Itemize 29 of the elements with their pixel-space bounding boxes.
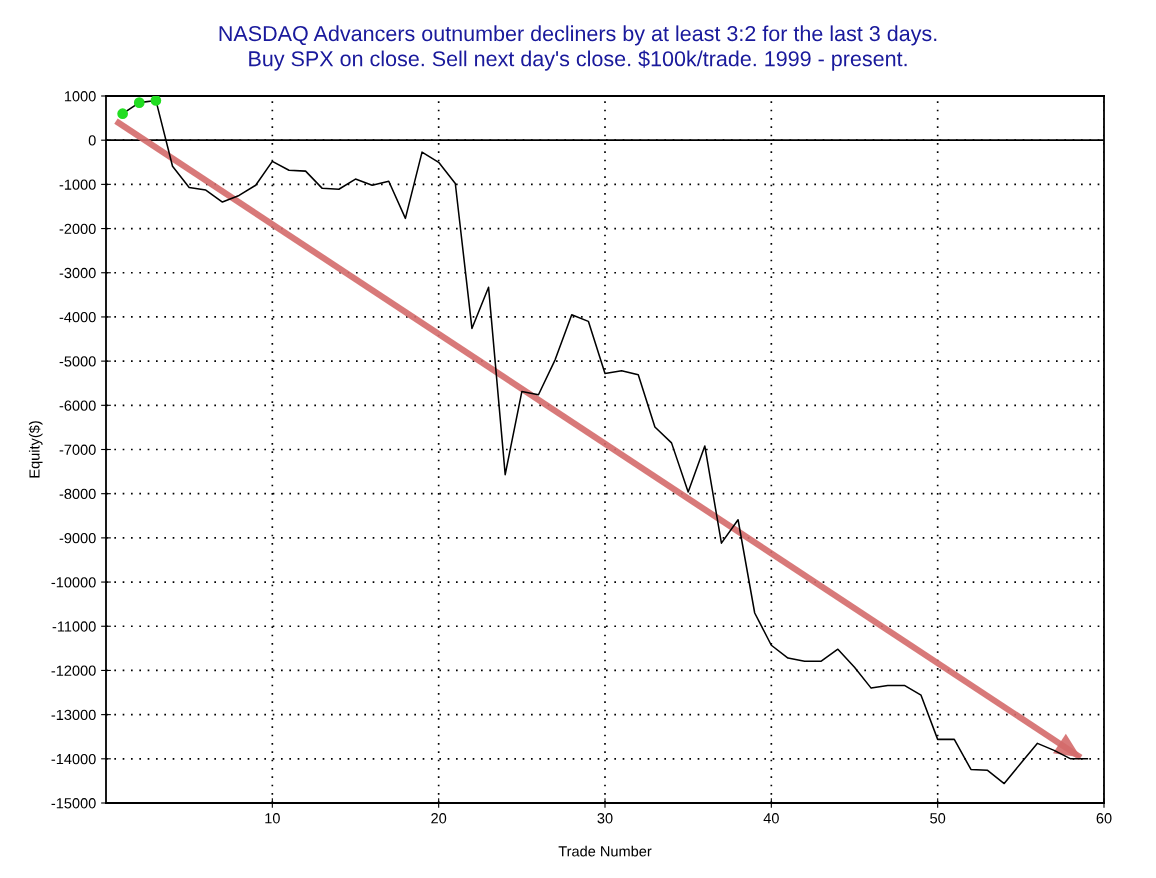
y-tick-label: -6000 <box>59 400 96 411</box>
y-tick-label: -11000 <box>52 621 96 632</box>
y-tick-label: -3000 <box>59 267 96 279</box>
point <box>117 108 128 120</box>
y-tick-label: -12000 <box>51 665 96 676</box>
x-tick-label: 50 <box>930 813 946 824</box>
x-tick-label: 60 <box>1096 813 1112 824</box>
x-axis-title: Trade Number <box>558 845 652 857</box>
x-tick-label: 10 <box>265 813 280 824</box>
y-axis-title: Equity($) <box>28 421 43 478</box>
y-tick-label: -7000 <box>59 444 96 455</box>
x-tick-label: 40 <box>763 813 779 824</box>
y-tick-label: -2000 <box>59 223 96 234</box>
y-tick-label: -13000 <box>51 709 96 721</box>
x-tick-label: 20 <box>431 813 447 824</box>
y-tick-label: -15000 <box>51 798 96 809</box>
y-tick-label: -10000 <box>51 577 96 588</box>
point <box>150 96 162 106</box>
y-tick-label: 0 <box>88 135 96 146</box>
y-tick-label: -4000 <box>59 312 96 323</box>
chart-title: NASDAQ Advancers outnumber decliners by at least 3:2 for the last 3 days. Buy SPX on close. Sell next day's close. $100k/trade. 1999 - present. <box>219 25 937 71</box>
y-tick-label: -1000 <box>59 179 96 190</box>
x-tick-label: 30 <box>597 813 613 824</box>
y-tick-label: -14000 <box>51 753 96 765</box>
y-tick-label: 1000 <box>64 91 96 102</box>
y-tick-label: -5000 <box>59 356 96 367</box>
point <box>133 97 145 108</box>
y-tick-label: -9000 <box>59 532 96 544</box>
y-tick-label: -8000 <box>59 488 96 500</box>
